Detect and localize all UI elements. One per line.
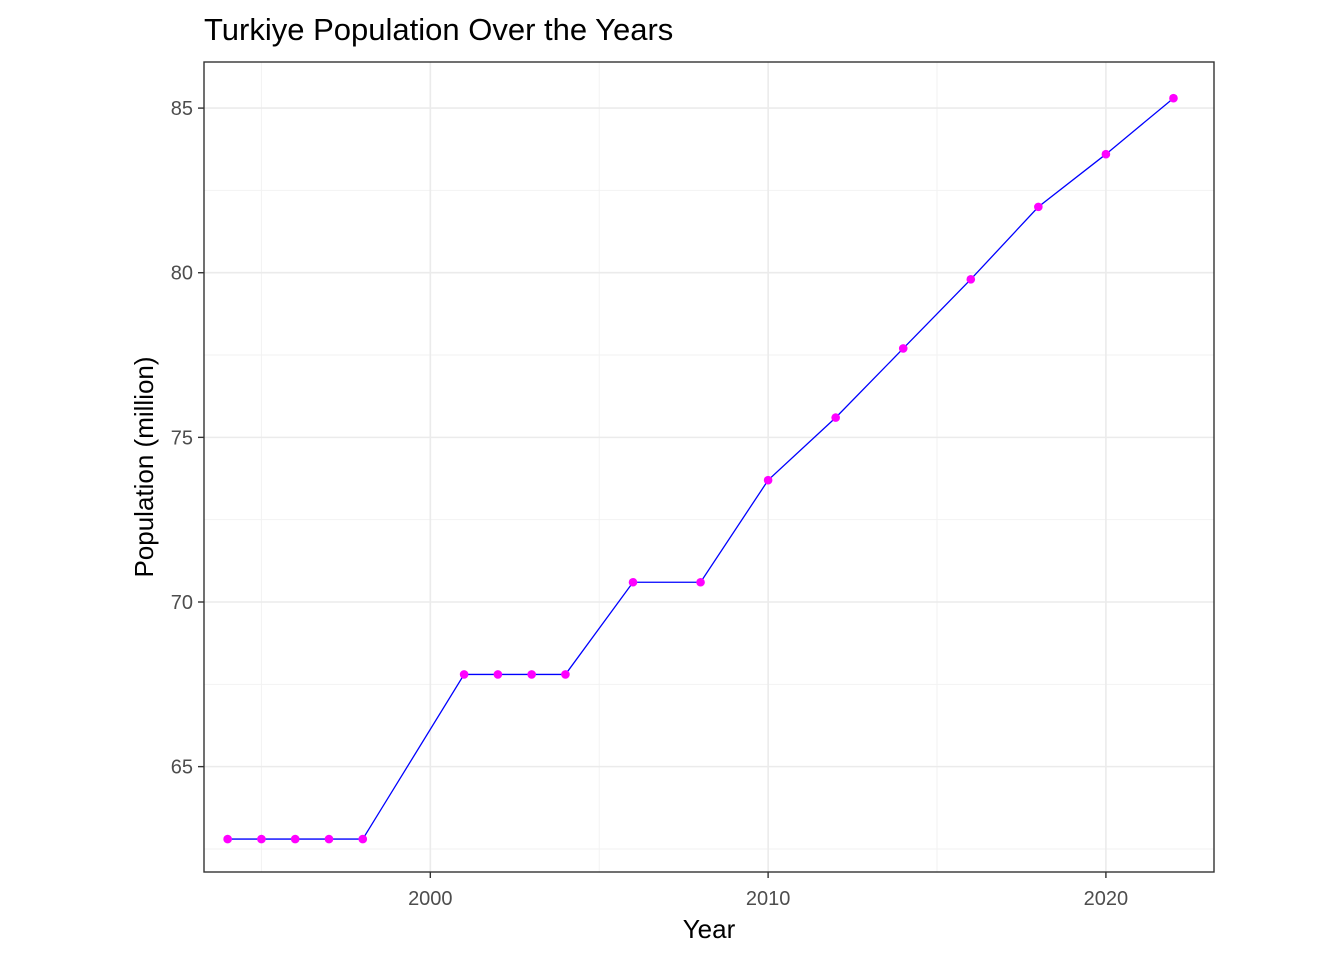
y-tick-label: 85 bbox=[171, 98, 193, 120]
y-axis-title: Population (million) bbox=[129, 356, 159, 577]
data-point bbox=[763, 475, 773, 485]
data-point bbox=[1034, 202, 1043, 212]
chart-title: Turkiye Population Over the Years bbox=[204, 12, 673, 47]
data-point bbox=[459, 670, 469, 679]
data-point bbox=[527, 670, 536, 679]
population-line bbox=[227, 97, 1174, 840]
data-point bbox=[358, 834, 368, 844]
x-axis: 2000 2010 2020 bbox=[408, 872, 1128, 910]
x-tick-label: 2010 bbox=[746, 888, 791, 910]
data-points bbox=[223, 93, 1178, 844]
y-tick-label: 70 bbox=[171, 592, 193, 614]
minor-gridlines bbox=[204, 62, 1214, 872]
data-point bbox=[561, 670, 570, 679]
data-point bbox=[831, 413, 840, 422]
series-line bbox=[227, 97, 1174, 840]
data-point bbox=[696, 577, 705, 587]
data-point bbox=[966, 275, 976, 284]
major-gridlines bbox=[204, 62, 1214, 872]
data-point bbox=[898, 344, 908, 353]
x-tick-label: 2020 bbox=[1084, 888, 1129, 910]
y-tick-label: 80 bbox=[171, 263, 193, 285]
data-point bbox=[290, 834, 300, 844]
y-axis: 65 70 75 80 85 bbox=[171, 98, 204, 779]
y-tick-label: 65 bbox=[171, 757, 193, 779]
data-point bbox=[1101, 149, 1111, 159]
x-axis-title: Year bbox=[683, 914, 736, 944]
data-point bbox=[223, 834, 232, 844]
plot-panel-border bbox=[203, 61, 1215, 873]
data-point bbox=[628, 577, 638, 587]
y-tick-label: 75 bbox=[171, 427, 193, 449]
data-point bbox=[1169, 93, 1178, 103]
data-point bbox=[324, 834, 334, 844]
x-tick-label: 2000 bbox=[408, 888, 453, 910]
data-point bbox=[493, 670, 503, 679]
data-point bbox=[257, 834, 266, 844]
